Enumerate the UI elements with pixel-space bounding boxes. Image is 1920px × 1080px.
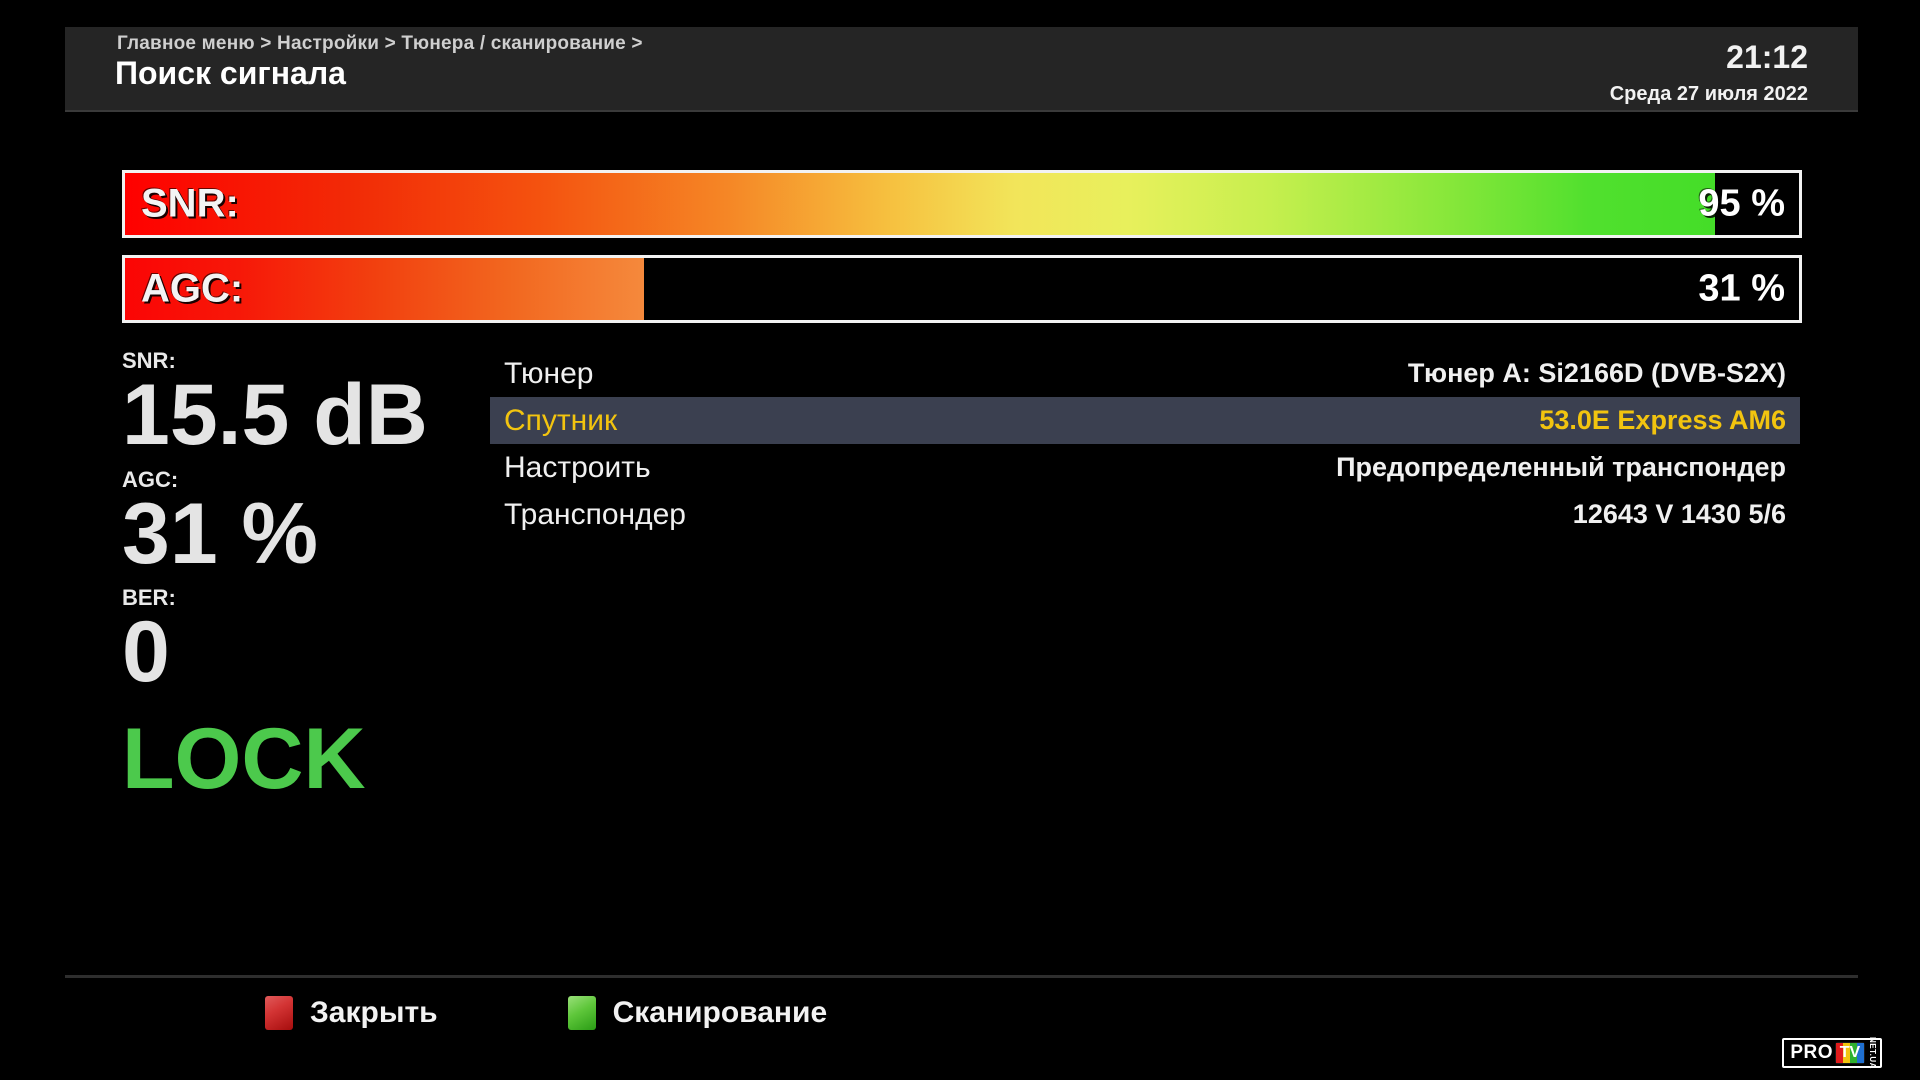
setting-row-configure[interactable]: Настроить Предопределенный транспондер [490,444,1800,491]
setting-label-satellite: Спутник [504,403,618,437]
page-title: Поиск сигнала [115,55,346,91]
agc-meter-label: AGC: [141,266,244,311]
breadcrumb: Главное меню > Настройки > Тюнера / скан… [117,33,643,54]
setting-row-transponder[interactable]: Транспондер 12643 V 1430 5/6 [490,491,1800,538]
snr-meter-label: SNR: [141,181,239,226]
lock-status: LOCK [122,710,366,807]
stat-value-snr: 15.5 dB [122,367,428,463]
setting-label-transponder: Транспондер [504,497,686,531]
watermark-tv-text: TV [1839,1044,1861,1061]
action-bar: Закрыть Сканирование [265,996,957,1030]
agc-meter-bar: AGC: 31 % [122,255,1802,323]
header-divider [65,110,1858,112]
action-scan[interactable]: Сканирование [567,996,828,1030]
action-close-label: Закрыть [310,996,438,1029]
clock-time: 21:12 [1726,39,1808,75]
stat-label-agc: AGC: [122,466,179,492]
setting-row-satellite[interactable]: Спутник 53.0E Express AM6 [490,397,1800,444]
action-scan-label: Сканирование [612,996,828,1029]
signal-stats-panel: SNR: 15.5 dB AGC: 31 % BER: 0 LOCK [122,350,522,802]
snr-meter-fill [125,173,1716,235]
stat-label-snr: SNR: [122,348,176,373]
setting-value-satellite: 53.0E Express AM6 [1539,405,1786,435]
red-key-icon [265,996,293,1030]
setting-label-configure: Настроить [504,450,651,484]
stat-value-agc: 31 % [122,485,319,582]
stat-label-ber: BER: [122,585,176,611]
setting-value-transponder: 12643 V 1430 5/6 [1572,499,1786,529]
stat-value-ber: 0 [122,604,170,701]
watermark-tv-icon: TV [1835,1042,1865,1064]
clock-date: Среда 27 июля 2022 [1609,83,1808,105]
agc-meter-value: 31 % [1698,267,1785,310]
green-key-icon [567,996,596,1030]
setting-value-tuner: Тюнер A: Si2166D (DVB-S2X) [1407,358,1786,388]
watermark-domain-text: NET.UA [1868,1037,1877,1069]
snr-meter-value: 95 % [1698,182,1785,225]
watermark-pro-text: PRO [1790,1042,1833,1063]
header-bar: Главное меню > Настройки > Тюнера / скан… [65,27,1858,112]
agc-meter-fill [125,258,644,320]
action-close[interactable]: Закрыть [265,996,438,1030]
bottom-divider [65,975,1858,978]
watermark-logo: PRO TV NET.UA [1782,1037,1882,1069]
setting-row-tuner[interactable]: Тюнер Тюнер A: Si2166D (DVB-S2X) [490,350,1800,397]
setting-value-configure: Предопределенный транспондер [1336,452,1786,482]
setting-label-tuner: Тюнер [504,356,594,390]
snr-meter-bar: SNR: 95 % [122,170,1802,238]
tuner-settings-list: Тюнер Тюнер A: Si2166D (DVB-S2X) Спутник… [490,350,1800,538]
